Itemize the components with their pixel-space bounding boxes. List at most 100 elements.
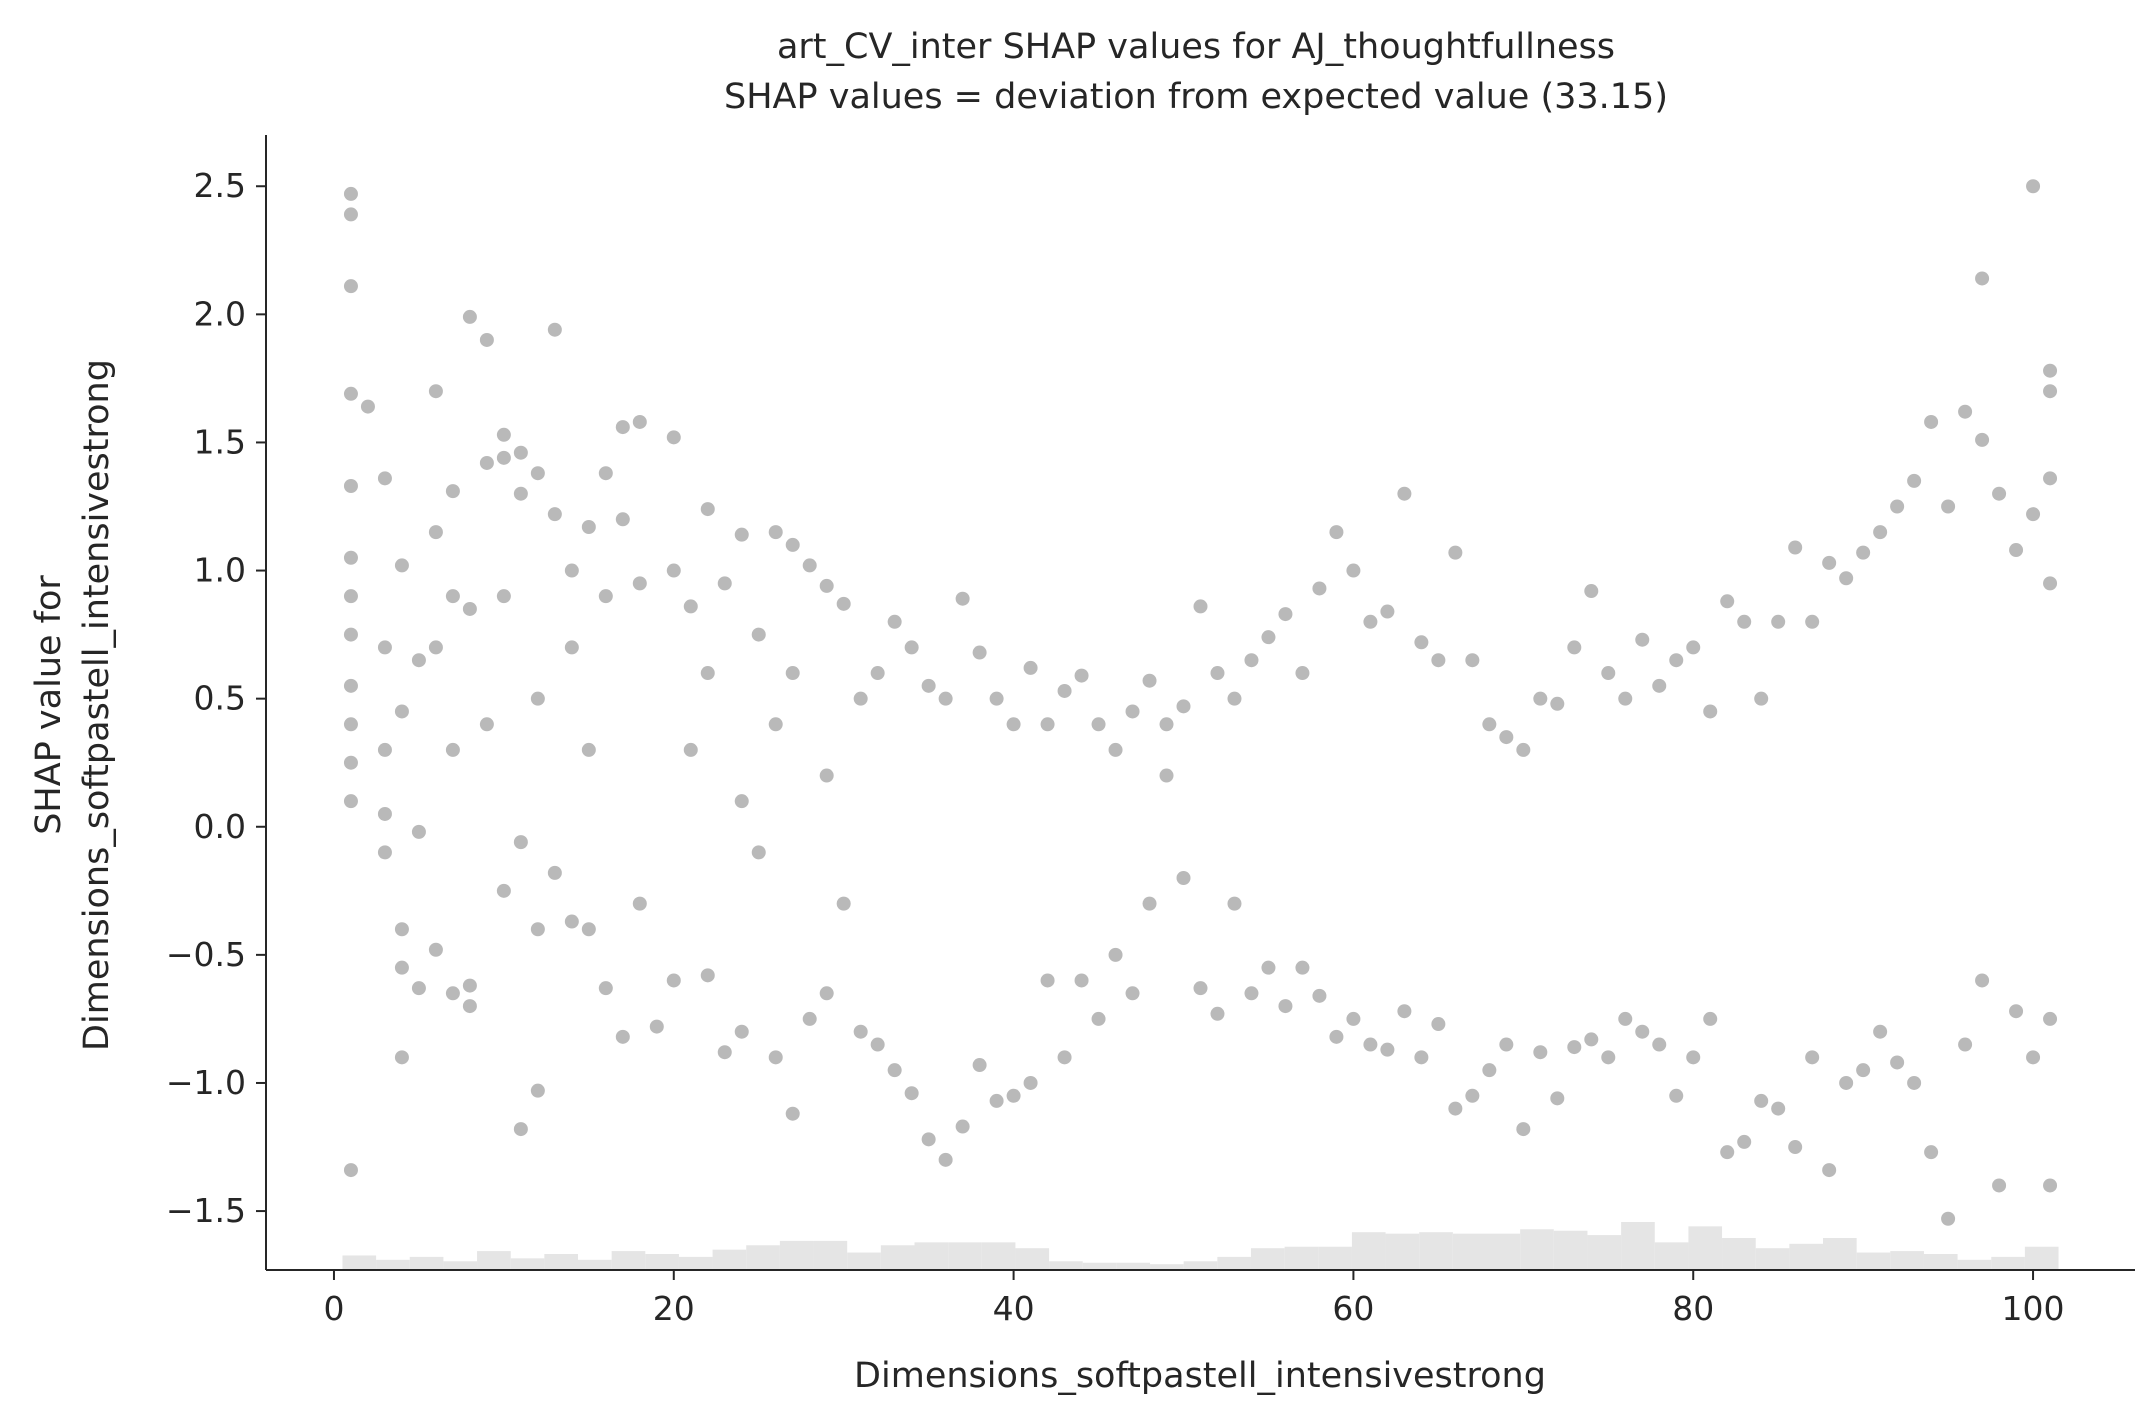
histogram-bar <box>847 1252 881 1270</box>
data-point <box>445 484 460 499</box>
histogram-bar <box>1116 1262 1151 1270</box>
data-point <box>1669 1088 1684 1103</box>
data-point <box>1057 1050 1072 1065</box>
data-point <box>632 576 647 591</box>
data-point <box>1873 1024 1888 1039</box>
data-point <box>1805 614 1820 629</box>
data-point <box>1618 1011 1633 1026</box>
data-point <box>1278 999 1293 1014</box>
data-point <box>887 1063 902 1078</box>
data-point <box>1737 614 1752 629</box>
data-point <box>1805 1050 1820 1065</box>
data-point <box>1380 1042 1395 1057</box>
data-point <box>683 742 698 757</box>
histogram-bar <box>1217 1256 1251 1270</box>
data-point <box>343 479 358 494</box>
data-point <box>1363 614 1378 629</box>
histogram-bar <box>443 1261 478 1270</box>
data-point <box>870 1037 885 1052</box>
histogram-bar <box>1419 1232 1453 1270</box>
data-point <box>734 1024 749 1039</box>
data-point <box>1958 1037 1973 1052</box>
data-point <box>496 589 511 604</box>
histogram-bar <box>577 1259 612 1270</box>
data-point <box>1533 691 1548 706</box>
data-point <box>836 896 851 911</box>
data-point <box>598 466 613 481</box>
data-point <box>394 558 409 573</box>
data-point <box>1448 1101 1463 1116</box>
histogram-bar <box>1856 1252 1891 1270</box>
data-point <box>1754 691 1769 706</box>
data-point <box>1414 635 1429 650</box>
data-point <box>1856 1063 1871 1078</box>
histogram-bar <box>1823 1238 1857 1270</box>
data-point <box>428 640 443 655</box>
data-point <box>1397 486 1412 501</box>
data-point <box>938 691 953 706</box>
data-point <box>819 578 834 593</box>
data-point <box>2043 363 2058 378</box>
data-point <box>394 922 409 937</box>
data-point <box>581 519 596 534</box>
data-point <box>1142 673 1157 688</box>
data-point <box>1380 604 1395 619</box>
data-point <box>700 502 715 517</box>
data-point <box>462 601 477 616</box>
data-point <box>904 1086 919 1101</box>
data-point <box>1108 947 1123 962</box>
y-tick-label: 1.5 <box>194 422 246 461</box>
data-point <box>1652 678 1667 693</box>
data-point <box>1244 986 1259 1001</box>
data-point <box>717 576 732 591</box>
histogram-bar <box>1452 1233 1487 1270</box>
data-point <box>1125 704 1140 719</box>
data-point <box>700 968 715 983</box>
data-point <box>904 640 919 655</box>
data-point <box>394 960 409 975</box>
data-point <box>1193 599 1208 614</box>
data-point <box>343 279 358 294</box>
data-point <box>1074 973 1089 988</box>
data-point <box>1159 717 1174 732</box>
histogram-bar <box>409 1256 444 1270</box>
y-tick-label: −0.5 <box>166 935 246 974</box>
data-point <box>581 922 596 937</box>
x-axis-label: Dimensions_softpastell_intensivestrong <box>854 1356 1546 1396</box>
histogram-bar <box>1486 1233 1521 1270</box>
data-point <box>785 537 800 552</box>
data-point <box>394 704 409 719</box>
data-point <box>394 1050 409 1065</box>
data-point <box>1363 1037 1378 1052</box>
data-point <box>1703 704 1718 719</box>
data-point <box>428 384 443 399</box>
data-point <box>581 742 596 757</box>
data-point <box>1686 1050 1701 1065</box>
data-point <box>1907 1075 1922 1090</box>
data-point <box>734 527 749 542</box>
data-point <box>1652 1037 1667 1052</box>
data-point <box>1023 1075 1038 1090</box>
data-point <box>751 627 766 642</box>
data-point <box>1992 486 2007 501</box>
data-point <box>547 507 562 522</box>
data-point <box>2026 179 2041 194</box>
data-point <box>1516 1122 1531 1137</box>
data-point <box>1210 666 1225 681</box>
histogram-bar <box>779 1240 814 1270</box>
data-point <box>530 1083 545 1098</box>
histogram-bar <box>1183 1261 1218 1270</box>
data-point <box>1907 473 1922 488</box>
data-point <box>513 445 528 460</box>
data-point <box>343 678 358 693</box>
data-point <box>785 1106 800 1121</box>
data-point <box>2043 1178 2058 1193</box>
data-point <box>1227 896 1242 911</box>
data-point <box>462 978 477 993</box>
histogram-bar <box>342 1255 377 1270</box>
data-point <box>1550 696 1565 711</box>
data-point <box>1516 742 1531 757</box>
data-point <box>1890 499 1905 514</box>
data-point <box>479 717 494 732</box>
data-point <box>836 596 851 611</box>
